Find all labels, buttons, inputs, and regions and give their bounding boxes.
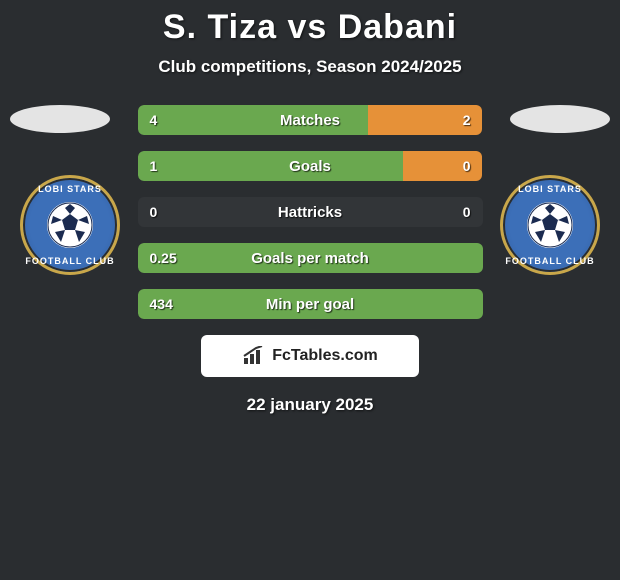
stat-left-value: 434 bbox=[150, 296, 173, 312]
stat-label: Goals per match bbox=[251, 250, 369, 267]
stat-row-labels: 4 Matches 2 bbox=[138, 105, 483, 135]
stat-row: 1 Goals 0 bbox=[138, 151, 483, 181]
club-badge-right-inner: LOBI STARS FOOTBALL CLUB bbox=[503, 178, 597, 272]
stat-label: Hattricks bbox=[278, 204, 342, 221]
badge-bottom-text: FOOTBALL CLUB bbox=[503, 256, 597, 266]
stat-left-value: 4 bbox=[150, 112, 158, 128]
stat-label: Matches bbox=[280, 112, 340, 129]
stat-row: 0 Hattricks 0 bbox=[138, 197, 483, 227]
player-silhouette-right bbox=[510, 105, 610, 133]
soccer-ball-icon bbox=[527, 202, 573, 248]
stat-label: Min per goal bbox=[266, 296, 354, 313]
soccer-ball-icon bbox=[47, 202, 93, 248]
stat-left-value: 0 bbox=[150, 204, 158, 220]
stat-row: 0.25 Goals per match bbox=[138, 243, 483, 273]
stat-row: 4 Matches 2 bbox=[138, 105, 483, 135]
subtitle: Club competitions, Season 2024/2025 bbox=[0, 57, 620, 77]
stat-left-value: 0.25 bbox=[150, 250, 177, 266]
page-title: S. Tiza vs Dabani bbox=[0, 0, 620, 47]
brand-badge: FcTables.com bbox=[201, 335, 419, 377]
stats-area: LOBI STARS FOOTBALL CLUB LOBI STARS bbox=[0, 105, 620, 319]
brand-chart-icon bbox=[242, 346, 266, 366]
stat-rows: 4 Matches 2 1 Goals 0 0 Hattricks 0 0.25 Goals per… bbox=[138, 105, 483, 319]
player-silhouette-left bbox=[10, 105, 110, 133]
stat-row: 434 Min per goal bbox=[138, 289, 483, 319]
brand-text: FcTables.com bbox=[272, 347, 378, 365]
stat-label: Goals bbox=[289, 158, 331, 175]
stat-row-labels: 0.25 Goals per match bbox=[138, 243, 483, 273]
club-badge-right: LOBI STARS FOOTBALL CLUB bbox=[500, 175, 600, 275]
club-badge-left-inner: LOBI STARS FOOTBALL CLUB bbox=[23, 178, 117, 272]
stat-row-labels: 0 Hattricks 0 bbox=[138, 197, 483, 227]
date-line: 22 january 2025 bbox=[0, 395, 620, 415]
stat-row-labels: 1 Goals 0 bbox=[138, 151, 483, 181]
badge-top-text: LOBI STARS bbox=[23, 184, 117, 194]
stat-right-value: 0 bbox=[463, 204, 471, 220]
stat-left-value: 1 bbox=[150, 158, 158, 174]
stat-right-value: 0 bbox=[463, 158, 471, 174]
badge-bottom-text: FOOTBALL CLUB bbox=[23, 256, 117, 266]
club-badge-left: LOBI STARS FOOTBALL CLUB bbox=[20, 175, 120, 275]
badge-top-text: LOBI STARS bbox=[503, 184, 597, 194]
stat-row-labels: 434 Min per goal bbox=[138, 289, 483, 319]
stat-right-value: 2 bbox=[463, 112, 471, 128]
